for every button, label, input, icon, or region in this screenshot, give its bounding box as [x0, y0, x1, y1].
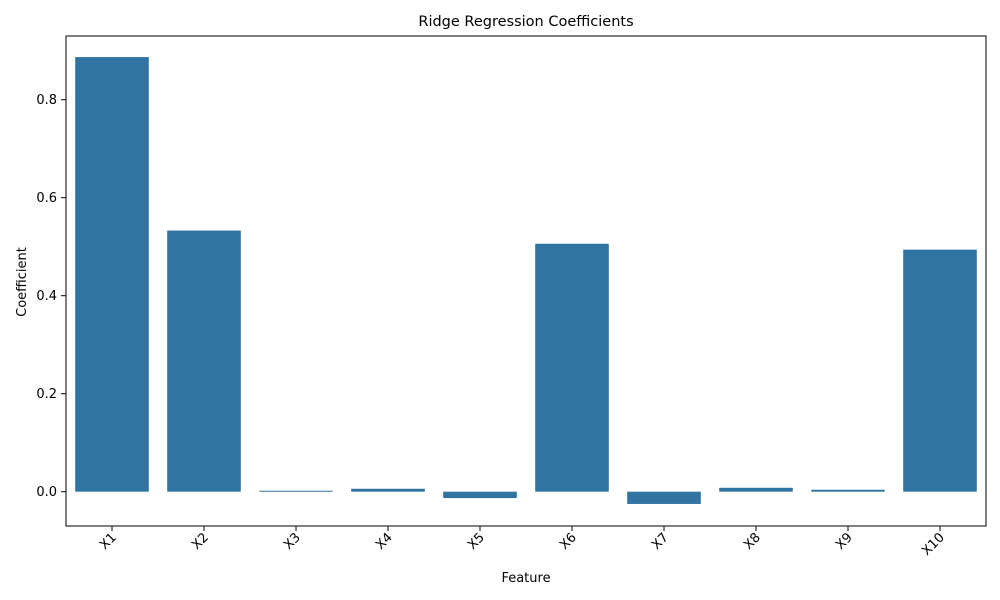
x-tick-label: X8 — [741, 530, 764, 553]
plot-frame — [65, 35, 987, 527]
y-tick-label: 0.4 — [36, 289, 57, 304]
y-tick-label: 0.6 — [36, 191, 57, 206]
bar-x3 — [259, 490, 333, 492]
bars — [75, 57, 977, 504]
bar-x9 — [811, 489, 885, 492]
x-tick-label: X4 — [373, 530, 396, 553]
bar-x2 — [167, 230, 241, 492]
x-tick-label: X7 — [649, 530, 672, 553]
bar-x6 — [535, 243, 609, 492]
x-axis-ticks: X1 X2 X3 X4 X5 X6 X7 X8 X9 X10 — [97, 526, 948, 559]
bar-x4 — [351, 488, 425, 492]
x-tick-label: X9 — [833, 530, 856, 553]
bar-x5 — [443, 491, 517, 499]
bar-x8 — [719, 487, 793, 492]
bar-x1 — [75, 57, 149, 492]
y-axis-ticks: 0.0 0.2 0.4 0.6 0.8 — [36, 93, 66, 500]
x-axis-label: Feature — [501, 571, 550, 586]
bar-x7 — [627, 491, 701, 504]
y-axis-label: Coefficient — [15, 247, 30, 317]
y-tick-label: 0.0 — [36, 485, 57, 500]
y-tick-label: 0.8 — [36, 93, 57, 108]
x-tick-label: X5 — [465, 530, 488, 553]
x-tick-label: X3 — [281, 530, 304, 553]
x-tick-label: X1 — [97, 530, 120, 553]
chart-title: Ridge Regression Coefficients — [418, 14, 633, 30]
x-tick-label: X2 — [189, 530, 212, 553]
y-tick-label: 0.2 — [36, 387, 57, 402]
x-tick-label: X10 — [919, 530, 948, 559]
x-tick-label: X6 — [557, 530, 580, 553]
bar-x10 — [903, 249, 977, 492]
